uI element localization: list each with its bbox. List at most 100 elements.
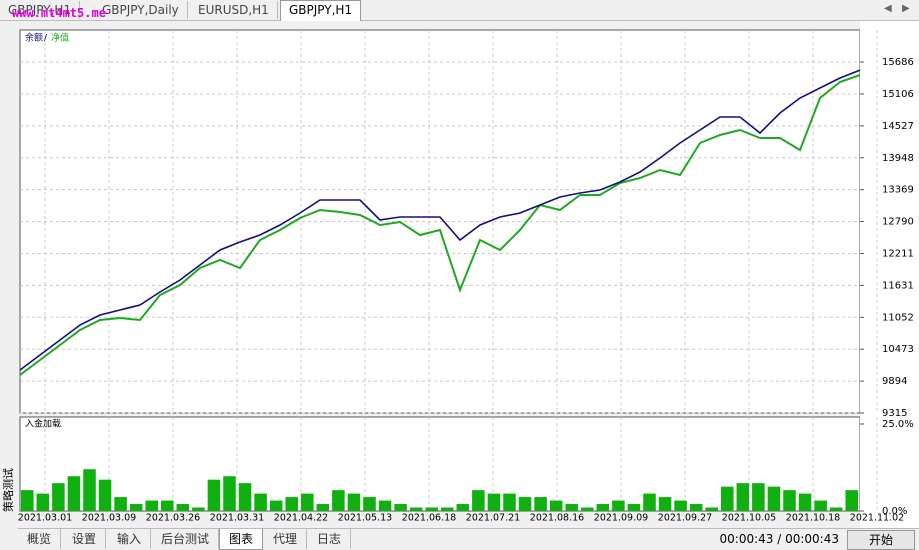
y-tick-label: 9315 xyxy=(882,408,907,419)
y-tick-label: 15686 xyxy=(882,57,914,68)
timer: 00:00:43 / 00:00:43 xyxy=(719,532,839,546)
bar xyxy=(487,493,501,511)
bar xyxy=(129,504,143,511)
bar xyxy=(52,483,65,511)
x-tick-label: 2021.09.27 xyxy=(658,513,712,524)
bar xyxy=(363,497,376,511)
x-tick-label: 2021.04.22 xyxy=(274,513,328,524)
bar xyxy=(674,500,687,511)
bar xyxy=(83,469,96,511)
bar xyxy=(347,493,361,511)
bar xyxy=(67,476,81,511)
x-tick-label: 2021.03.31 xyxy=(210,513,264,524)
bar xyxy=(301,493,314,511)
x-tick-label: 2021.03.26 xyxy=(146,513,200,524)
bar xyxy=(238,483,252,511)
y-tick-label: 0.0% xyxy=(882,506,907,517)
x-tick-label: 2021.03.09 xyxy=(82,513,136,524)
load-plot xyxy=(19,416,861,512)
legend-separator: / xyxy=(44,34,48,44)
bar xyxy=(783,490,796,511)
chart-tabs: GBPJPY,H1 GBPJPY,Daily EURUSD,H1 GBPJPY,… xyxy=(0,0,919,21)
bar xyxy=(207,479,221,511)
bottom-tab[interactable]: 输入 xyxy=(108,529,152,549)
x-tick-label: 2021.07.21 xyxy=(466,513,520,524)
bar xyxy=(721,486,734,511)
chart-tab[interactable]: GBPJPY,H1 xyxy=(0,1,81,19)
y-tick-label: 15106 xyxy=(882,89,914,100)
bottom-tab[interactable]: 代理 xyxy=(264,529,308,549)
chart: 策略测试 余额 / 净值 入金加载 9315 9894 10473 11052 1163… xyxy=(0,21,919,528)
bar xyxy=(767,486,781,511)
bar xyxy=(192,507,205,511)
bottom-tab[interactable]: 设置 xyxy=(63,529,107,549)
bottom-tabs: 概览 设置 输入 后台测试 图表 代理 日志 00:00:43 / 00:00:… xyxy=(18,528,919,550)
bar xyxy=(752,483,765,511)
scroll-left[interactable]: ◀ xyxy=(884,3,892,14)
bar xyxy=(534,497,547,511)
bar xyxy=(612,500,625,511)
price-scale xyxy=(860,21,919,528)
bar xyxy=(254,493,267,511)
x-tick-label: 2021.03.01 xyxy=(18,513,72,524)
bar xyxy=(98,479,112,511)
bar xyxy=(441,507,454,511)
bar xyxy=(643,493,656,511)
y-tick-label: 12790 xyxy=(882,217,914,228)
bar xyxy=(285,497,298,511)
bar xyxy=(145,500,158,511)
bottom-tab[interactable]: 概览 xyxy=(18,529,62,549)
side-strip xyxy=(0,21,18,528)
x-tick-label: 2021.06.18 xyxy=(402,513,456,524)
bar xyxy=(565,504,578,511)
bar xyxy=(269,500,283,511)
bar xyxy=(705,507,718,511)
x-tick-label: 2021.08.16 xyxy=(530,513,584,524)
x-tick-label: 2021.09.09 xyxy=(594,513,648,524)
bar xyxy=(114,497,127,511)
bar xyxy=(798,493,812,511)
bar xyxy=(845,490,858,511)
chart-tab[interactable]: EURUSD,H1 xyxy=(190,1,278,19)
bar xyxy=(627,504,641,511)
bar xyxy=(316,504,330,511)
bar xyxy=(223,476,236,511)
legend-balance: 余额 xyxy=(25,32,43,44)
bar xyxy=(176,504,190,511)
chart-tab-active[interactable]: GBPJPY,H1 xyxy=(280,0,362,21)
scroll-right[interactable]: ▶ xyxy=(902,3,910,14)
bar xyxy=(581,507,594,511)
bar xyxy=(456,504,470,511)
y-tick-label: 13948 xyxy=(882,153,914,164)
chart-tab[interactable]: GBPJPY,Daily xyxy=(94,1,188,19)
series-line xyxy=(19,74,861,376)
y-tick-label: 12211 xyxy=(882,248,914,259)
bottom-tab[interactable]: 后台测试 xyxy=(152,529,220,549)
bar xyxy=(518,497,532,511)
bar xyxy=(658,497,672,511)
bar xyxy=(36,493,50,511)
start-button[interactable]: 开始 xyxy=(847,530,915,550)
bar xyxy=(549,500,563,511)
bar xyxy=(425,507,438,511)
y-tick-label: 13369 xyxy=(882,185,914,196)
side-label: 策略测试 xyxy=(1,468,15,512)
y-tick-label: 14527 xyxy=(882,121,914,132)
bar xyxy=(161,500,174,511)
bottom-tab[interactable]: 日志 xyxy=(308,529,352,549)
x-tick-label: 2021.05.13 xyxy=(338,513,392,524)
y-tick-label: 11052 xyxy=(882,312,914,323)
bar xyxy=(332,490,345,511)
y-tick-label: 9894 xyxy=(882,376,907,387)
x-tick-label: 2021.10.05 xyxy=(722,513,776,524)
legend-equity: 净值 xyxy=(51,32,69,44)
bar xyxy=(736,483,750,511)
bar xyxy=(689,504,703,511)
bar xyxy=(409,507,423,511)
y-tick-label: 11631 xyxy=(882,280,914,291)
bar xyxy=(21,490,34,511)
load-title: 入金加载 xyxy=(25,418,61,430)
bottom-tab-active[interactable]: 图表 xyxy=(219,529,264,550)
bar xyxy=(472,490,485,511)
